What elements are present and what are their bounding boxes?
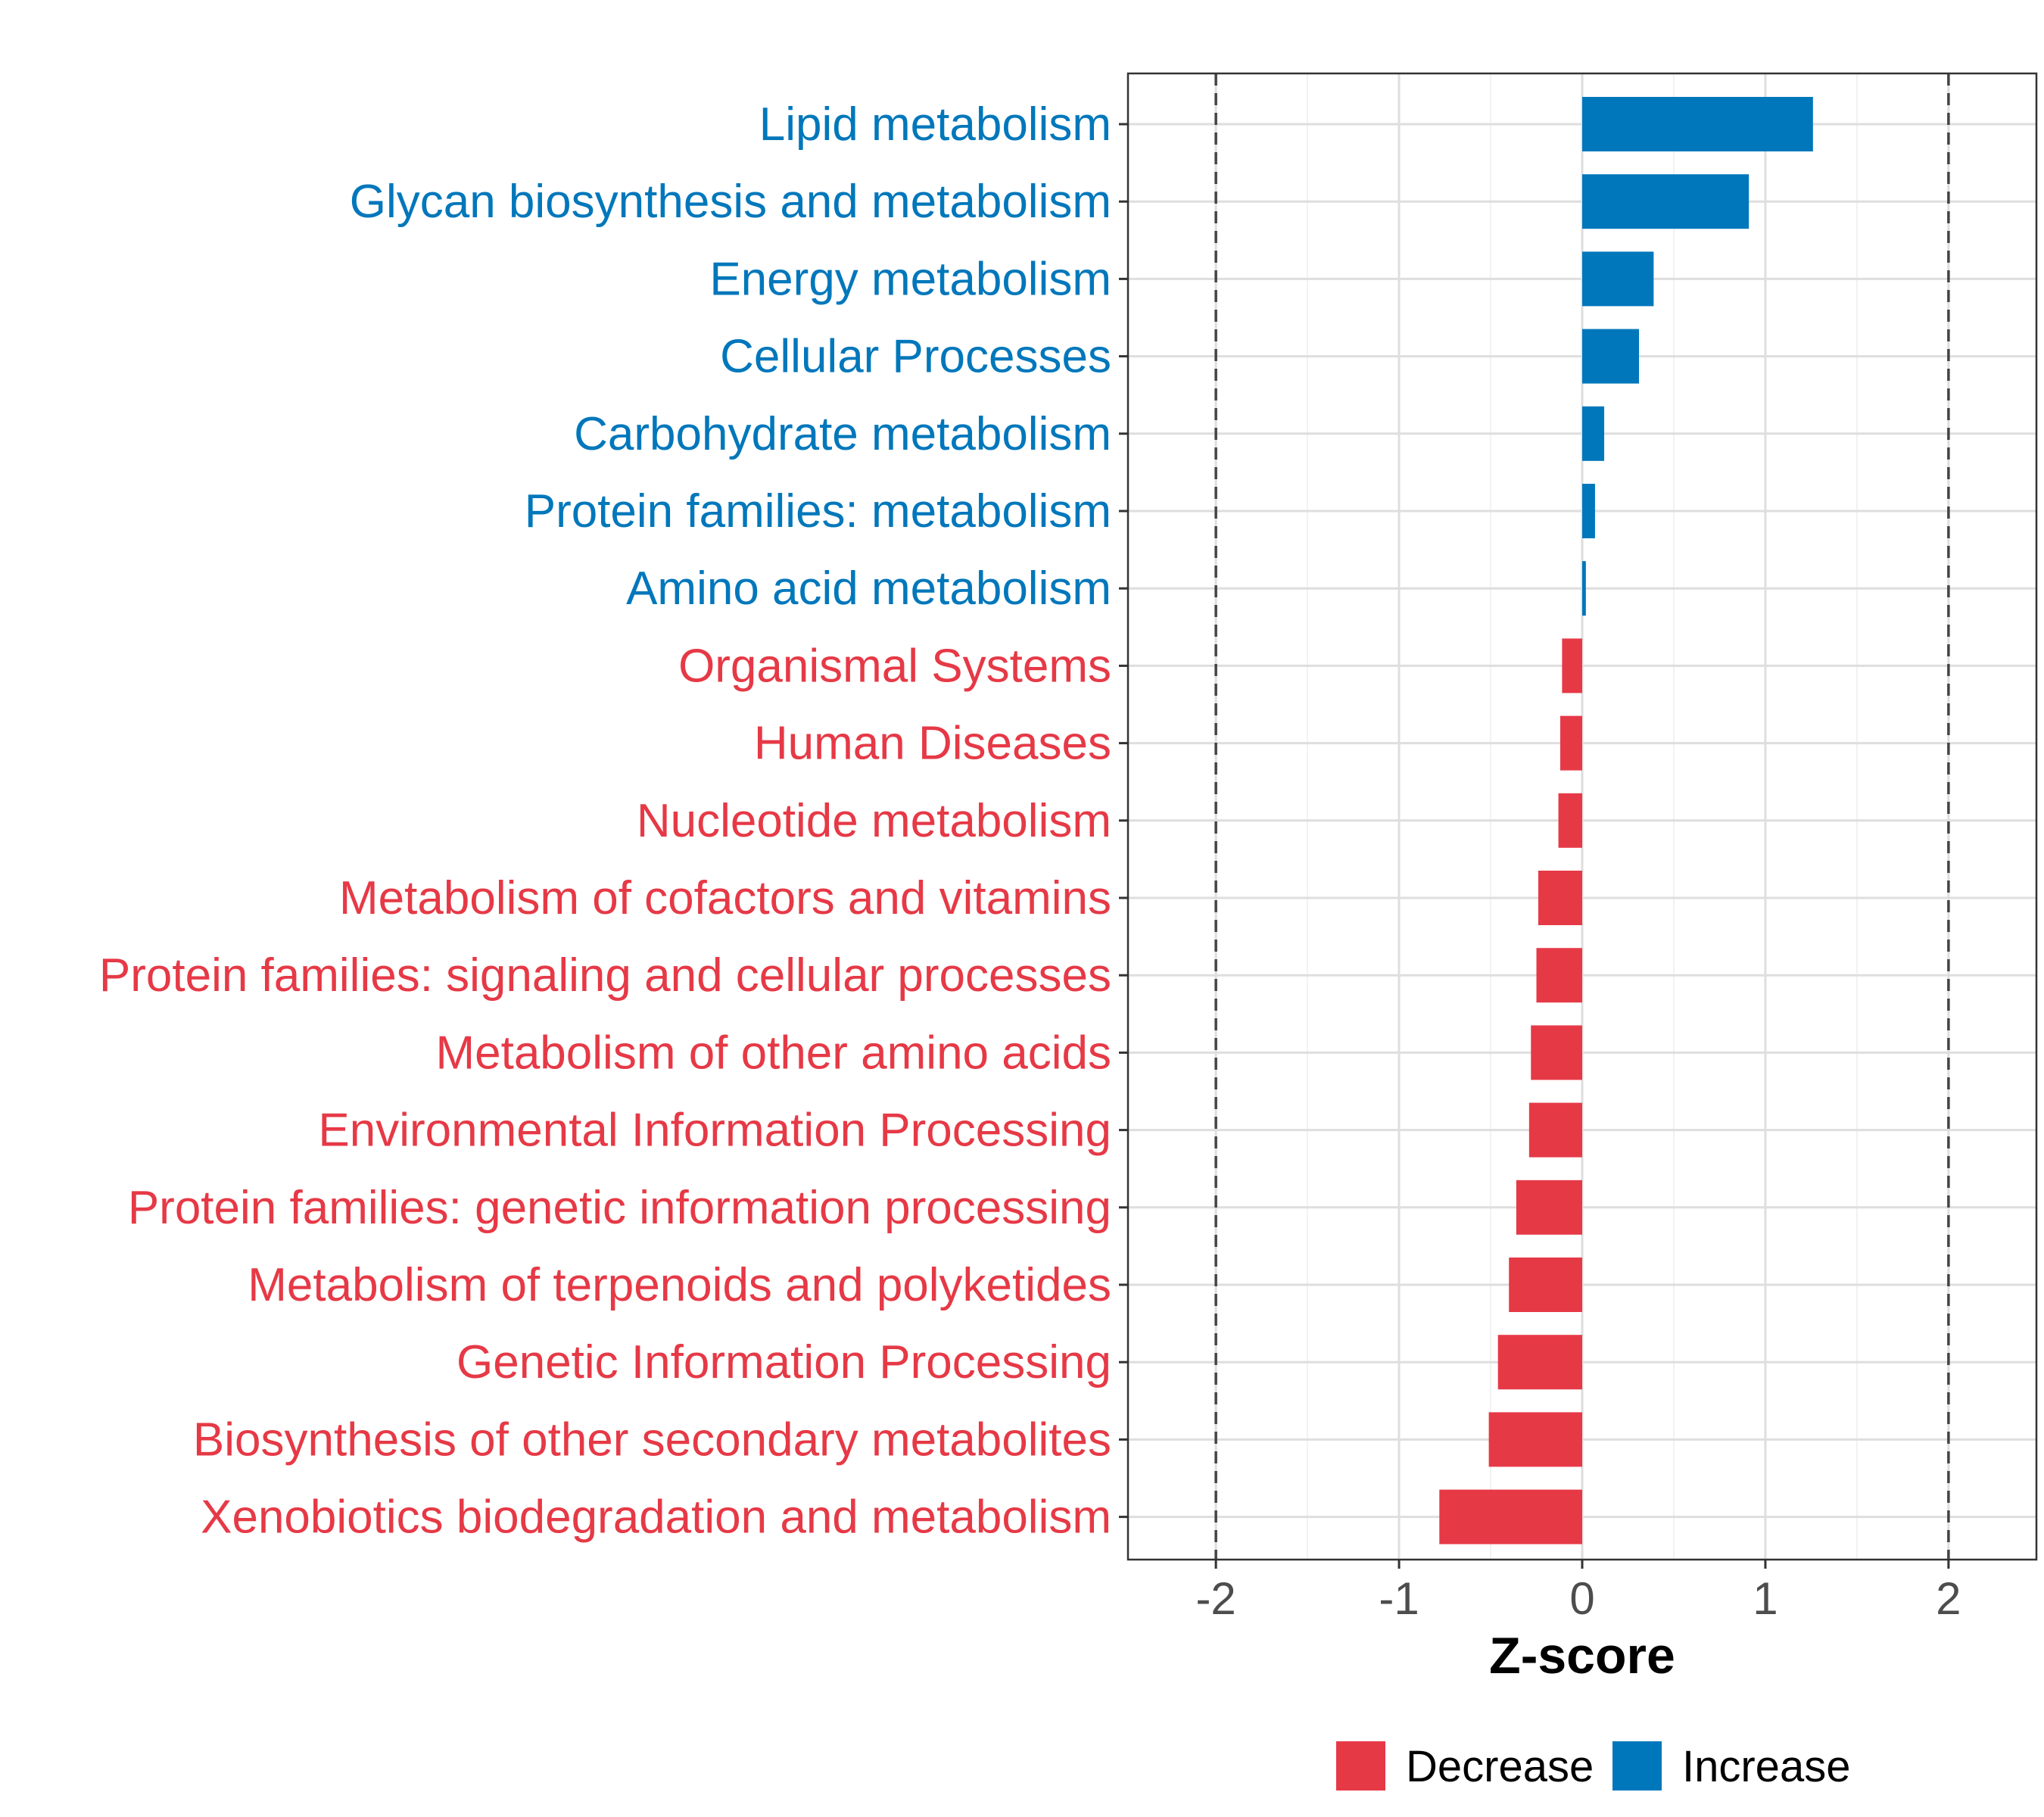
bar-decrease	[1509, 1258, 1582, 1312]
bar-decrease	[1536, 948, 1582, 1003]
bar-decrease	[1531, 1025, 1582, 1080]
bar-decrease	[1488, 1412, 1582, 1467]
bar-decrease	[1559, 715, 1582, 771]
category-label: Xenobiotics biodegradation and metabolis…	[201, 1491, 1111, 1544]
category-labels: Lipid metabolism Glycan biosynthesis and …	[99, 98, 1111, 1544]
category-label: Organismal Systems	[678, 640, 1111, 692]
legend: Decrease Increase	[1336, 1741, 1850, 1791]
category-label: Cellular Processes	[720, 331, 1111, 383]
category-label: Biosynthesis of other secondary metaboli…	[193, 1413, 1111, 1466]
x-tick-label: -2	[1195, 1573, 1235, 1624]
y-axis-ticks	[1119, 123, 1128, 1519]
category-label: Protein families: genetic information pr…	[128, 1182, 1111, 1234]
x-axis-ticks	[1214, 1560, 1950, 1569]
category-label: Nucleotide metabolism	[637, 795, 1111, 847]
x-tick-label: 2	[1936, 1573, 1961, 1624]
category-label: Human Diseases	[754, 718, 1111, 770]
x-tick-label: 1	[1753, 1573, 1778, 1624]
bar-increase	[1582, 561, 1586, 616]
bar-decrease	[1516, 1180, 1582, 1235]
category-label: Genetic Information Processing	[456, 1336, 1111, 1388]
bar-increase	[1582, 484, 1595, 538]
category-label: Glycan biosynthesis and metabolism	[350, 176, 1111, 228]
bar-increase	[1582, 97, 1813, 151]
plot-panel	[1126, 72, 2038, 1561]
category-label: Protein families: metabolism	[525, 485, 1111, 538]
bar-decrease	[1538, 871, 1582, 925]
category-label: Amino acid metabolism	[626, 563, 1111, 615]
legend-key-increase	[1612, 1741, 1662, 1791]
bar-decrease	[1562, 638, 1582, 693]
bar-decrease	[1439, 1489, 1582, 1544]
category-label: Environmental Information Processing	[318, 1105, 1111, 1157]
legend-key-decrease	[1336, 1741, 1385, 1791]
bar-increase	[1582, 406, 1605, 461]
bars	[1439, 97, 1813, 1544]
bar-increase	[1582, 251, 1654, 307]
bar-decrease	[1497, 1335, 1582, 1390]
x-axis-title: Z-score	[1489, 1627, 1675, 1685]
category-label: Energy metabolism	[709, 253, 1111, 305]
bar-increase	[1582, 174, 1750, 229]
legend-label-decrease: Decrease	[1406, 1742, 1594, 1791]
category-label: Protein families: signaling and cellular…	[99, 949, 1111, 1002]
category-label: Carbohydrate metabolism	[574, 408, 1111, 460]
x-tick-labels: -2 -1 0 1 2	[1195, 1573, 1961, 1624]
category-label: Metabolism of other amino acids	[435, 1027, 1111, 1079]
x-tick-label: -1	[1379, 1573, 1419, 1624]
bar-decrease	[1528, 1102, 1582, 1158]
bar-increase	[1582, 329, 1639, 384]
legend-label-increase: Increase	[1682, 1742, 1850, 1791]
category-label: Metabolism of cofactors and vitamins	[339, 872, 1111, 924]
category-label: Lipid metabolism	[759, 98, 1111, 151]
x-tick-label: 0	[1569, 1573, 1594, 1624]
reference-lines	[1214, 73, 1950, 1560]
category-label: Metabolism of terpenoids and polyketides	[248, 1259, 1111, 1311]
bar-decrease	[1558, 793, 1582, 848]
